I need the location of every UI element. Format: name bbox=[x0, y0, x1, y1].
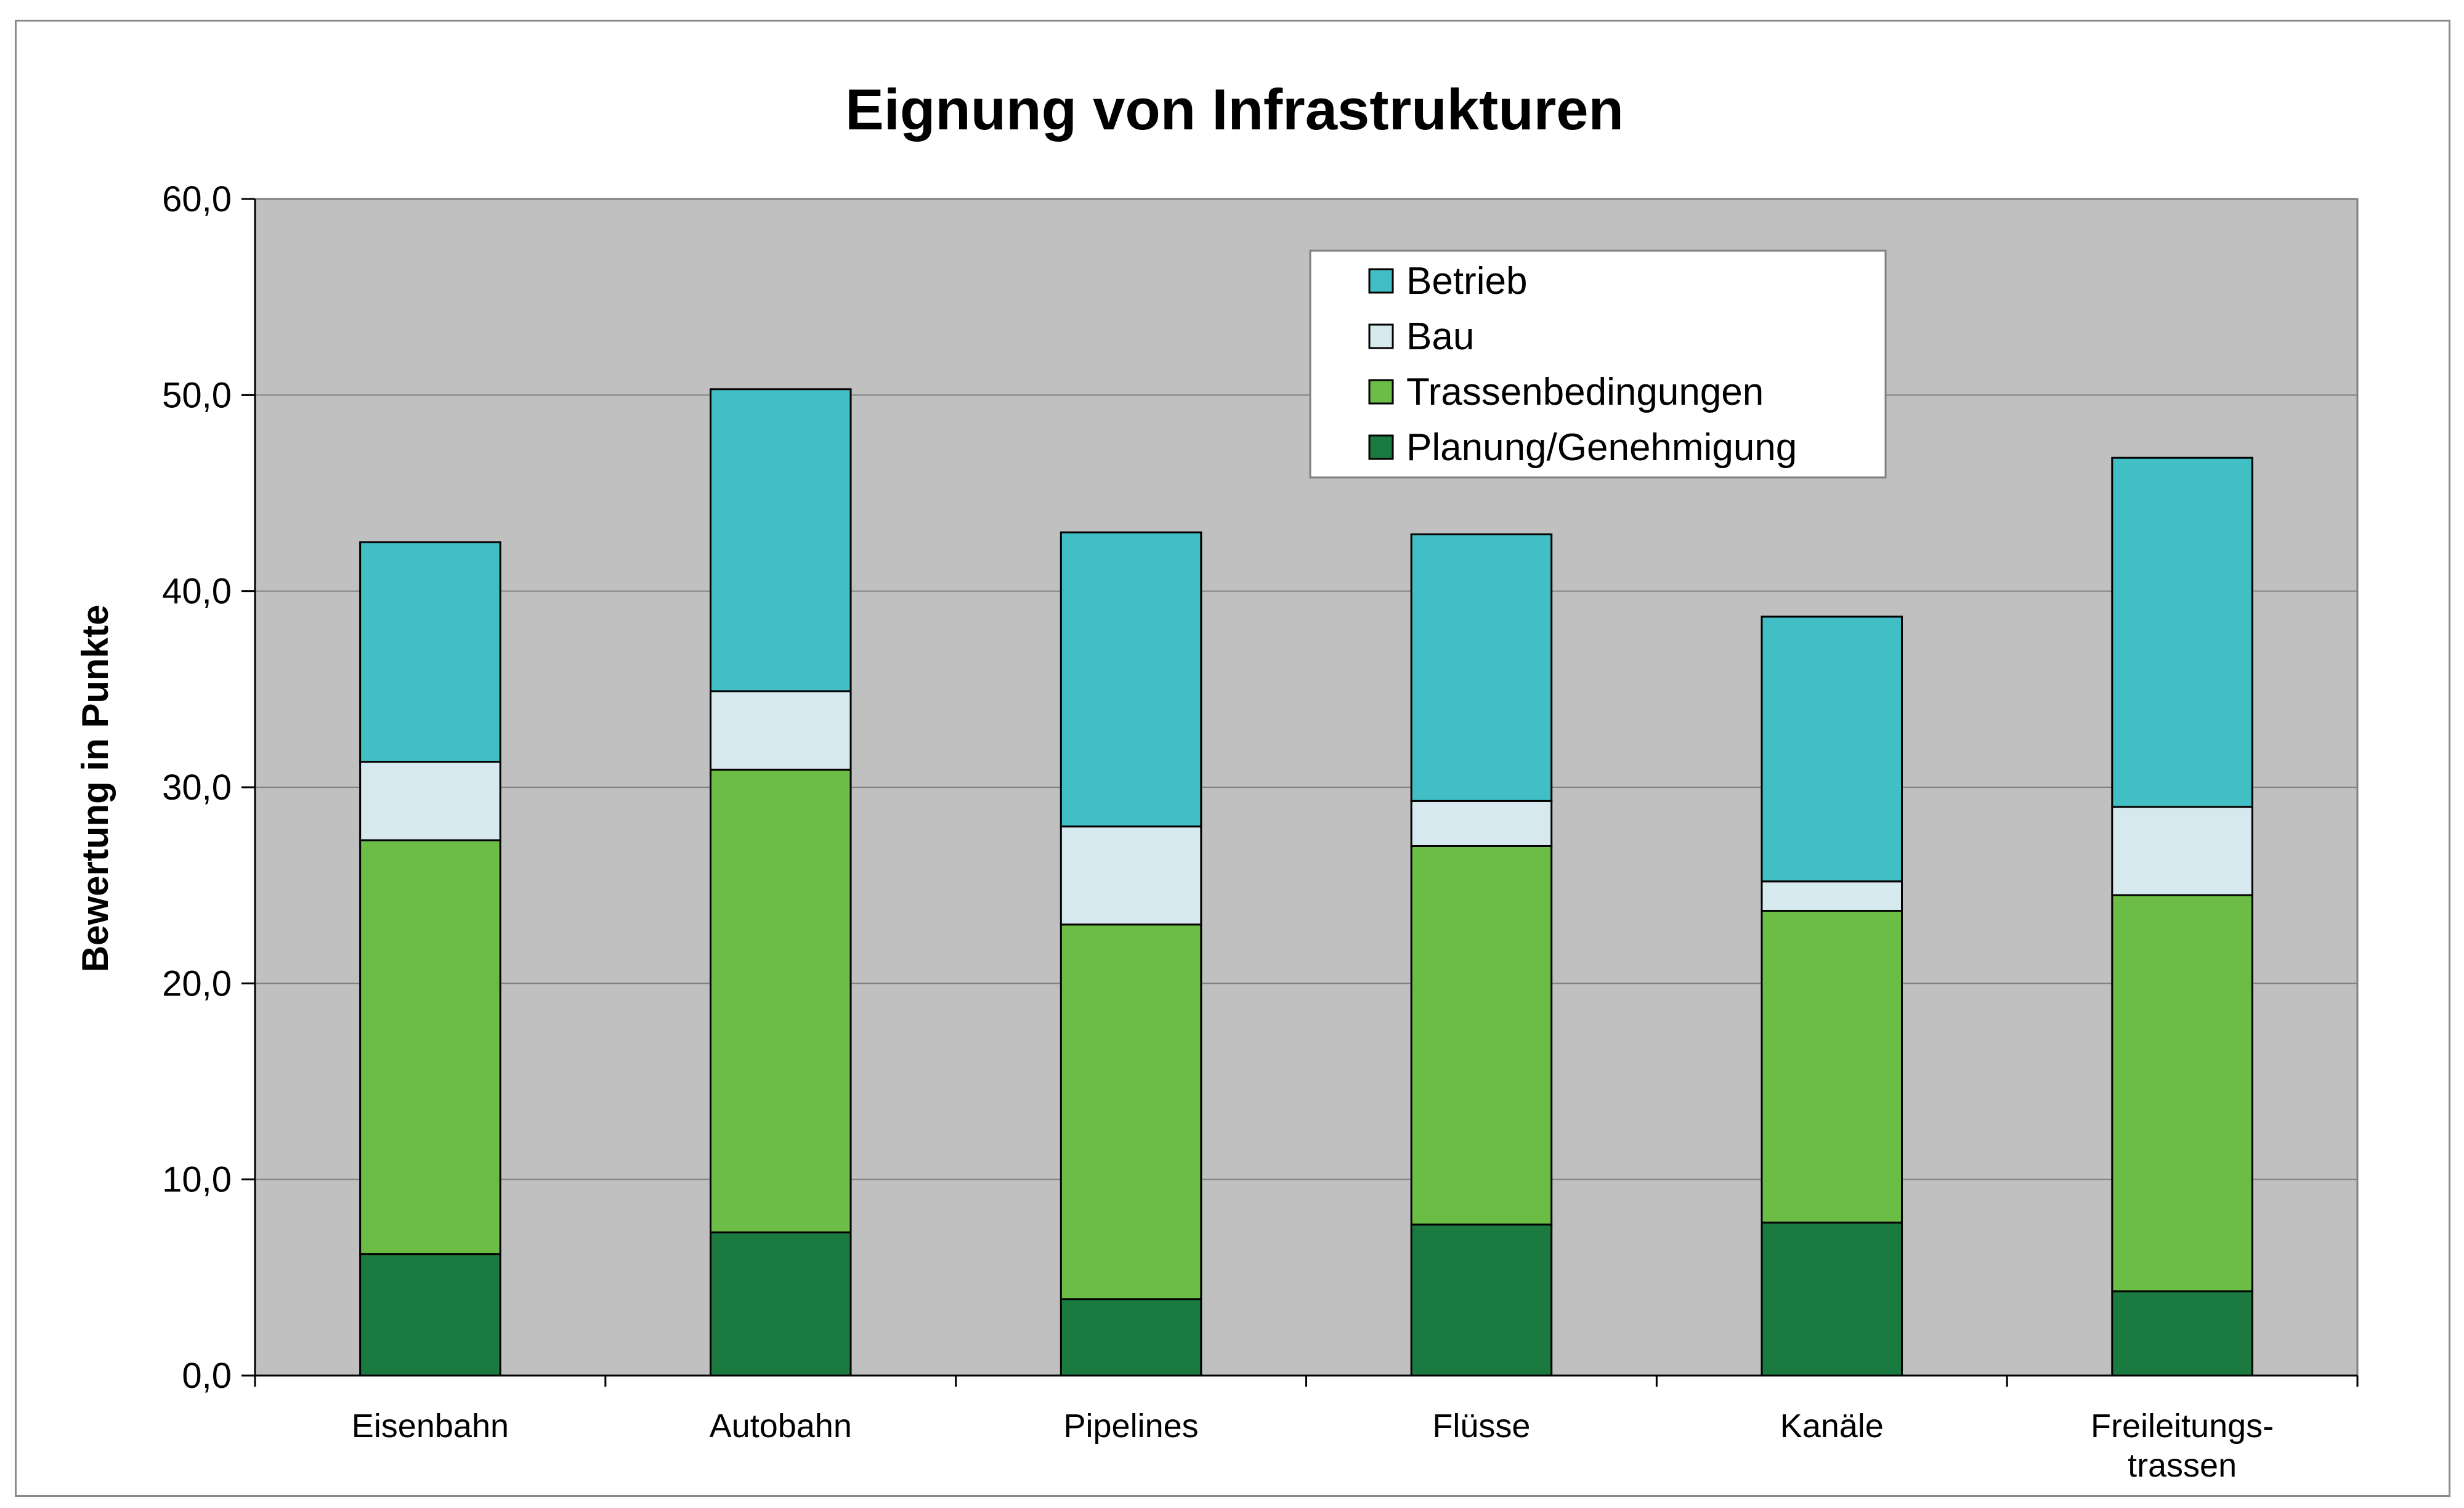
legend-swatch bbox=[1368, 268, 1394, 294]
x-tick-label: trassen bbox=[2128, 1447, 2237, 1484]
bar-segment bbox=[709, 690, 852, 771]
x-tick-label: Freileitungs- bbox=[2091, 1408, 2274, 1445]
bar-segment bbox=[359, 839, 501, 1255]
bar-segment bbox=[1060, 531, 1202, 828]
bar-segment bbox=[709, 768, 852, 1234]
bar-segment bbox=[1060, 825, 1202, 926]
bar-segment bbox=[709, 388, 852, 692]
bars bbox=[359, 388, 2253, 1377]
bar-segment bbox=[1410, 845, 1553, 1226]
bar-segment bbox=[2111, 806, 2253, 896]
legend: Betrieb Bau Trassenbedingungen Planung/Gene… bbox=[1309, 249, 1887, 479]
x-tick-label: Kanäle bbox=[1780, 1408, 1884, 1445]
stacked-bar-chart: Eignung von Infrastrukturen Bewertung in… bbox=[75, 77, 2359, 1484]
bar-segment bbox=[1761, 1222, 1903, 1377]
legend-label: Trassenbedingungen bbox=[1406, 371, 1764, 413]
bar-segment bbox=[359, 1253, 501, 1377]
x-tick-label: Eisenbahn bbox=[352, 1408, 509, 1445]
chart-frame: Eignung von Infrastrukturen Bewertung in… bbox=[15, 20, 2450, 1497]
bar-segment bbox=[1761, 880, 1903, 912]
legend-label: Betrieb bbox=[1406, 260, 1527, 302]
chart-title: Eignung von Infrastrukturen bbox=[845, 77, 1624, 142]
x-tick-label: Flüsse bbox=[1432, 1408, 1530, 1445]
y-tick-label: 10,0 bbox=[162, 1160, 232, 1200]
bar-segment bbox=[359, 761, 501, 841]
gridlines bbox=[255, 394, 2357, 1180]
y-tick-label: 50,0 bbox=[162, 375, 232, 415]
legend-swatch bbox=[1368, 323, 1394, 349]
y-tick-label: 20,0 bbox=[162, 963, 232, 1003]
legend-label: Planung/Genehmigung bbox=[1406, 426, 1797, 469]
y-tick-label: 0,0 bbox=[182, 1356, 232, 1396]
bar-segment bbox=[1410, 533, 1553, 802]
axes: 0,0 10,0 20,0 30,0 40,0 50,0 60,0 Eisenbahn Auto… bbox=[162, 179, 2359, 1484]
bar-segment bbox=[2111, 1290, 2253, 1377]
bar-segment bbox=[2111, 456, 2253, 808]
y-tick-label: 30,0 bbox=[162, 768, 232, 808]
bar-segment bbox=[1410, 800, 1553, 847]
bar-segment bbox=[1060, 1298, 1202, 1377]
bar-segment bbox=[1410, 1223, 1553, 1377]
legend-label: Bau bbox=[1406, 315, 1474, 358]
x-tick-label: Autobahn bbox=[710, 1408, 852, 1445]
y-axis-label: Bewertung in Punkte bbox=[75, 605, 116, 973]
bar-segment bbox=[2111, 894, 2253, 1292]
bar-segment bbox=[1761, 910, 1903, 1224]
legend-swatch bbox=[1368, 434, 1394, 460]
bar-segment bbox=[709, 1231, 852, 1377]
bar-segment bbox=[1761, 615, 1903, 883]
bar-segment bbox=[1060, 923, 1202, 1300]
y-tick-label: 40,0 bbox=[162, 572, 232, 612]
legend-box bbox=[1309, 249, 1887, 479]
bar-segment bbox=[359, 541, 501, 763]
y-tick-label: 60,0 bbox=[162, 179, 232, 219]
legend-swatch bbox=[1368, 379, 1394, 405]
x-tick-label: Pipelines bbox=[1064, 1408, 1199, 1445]
